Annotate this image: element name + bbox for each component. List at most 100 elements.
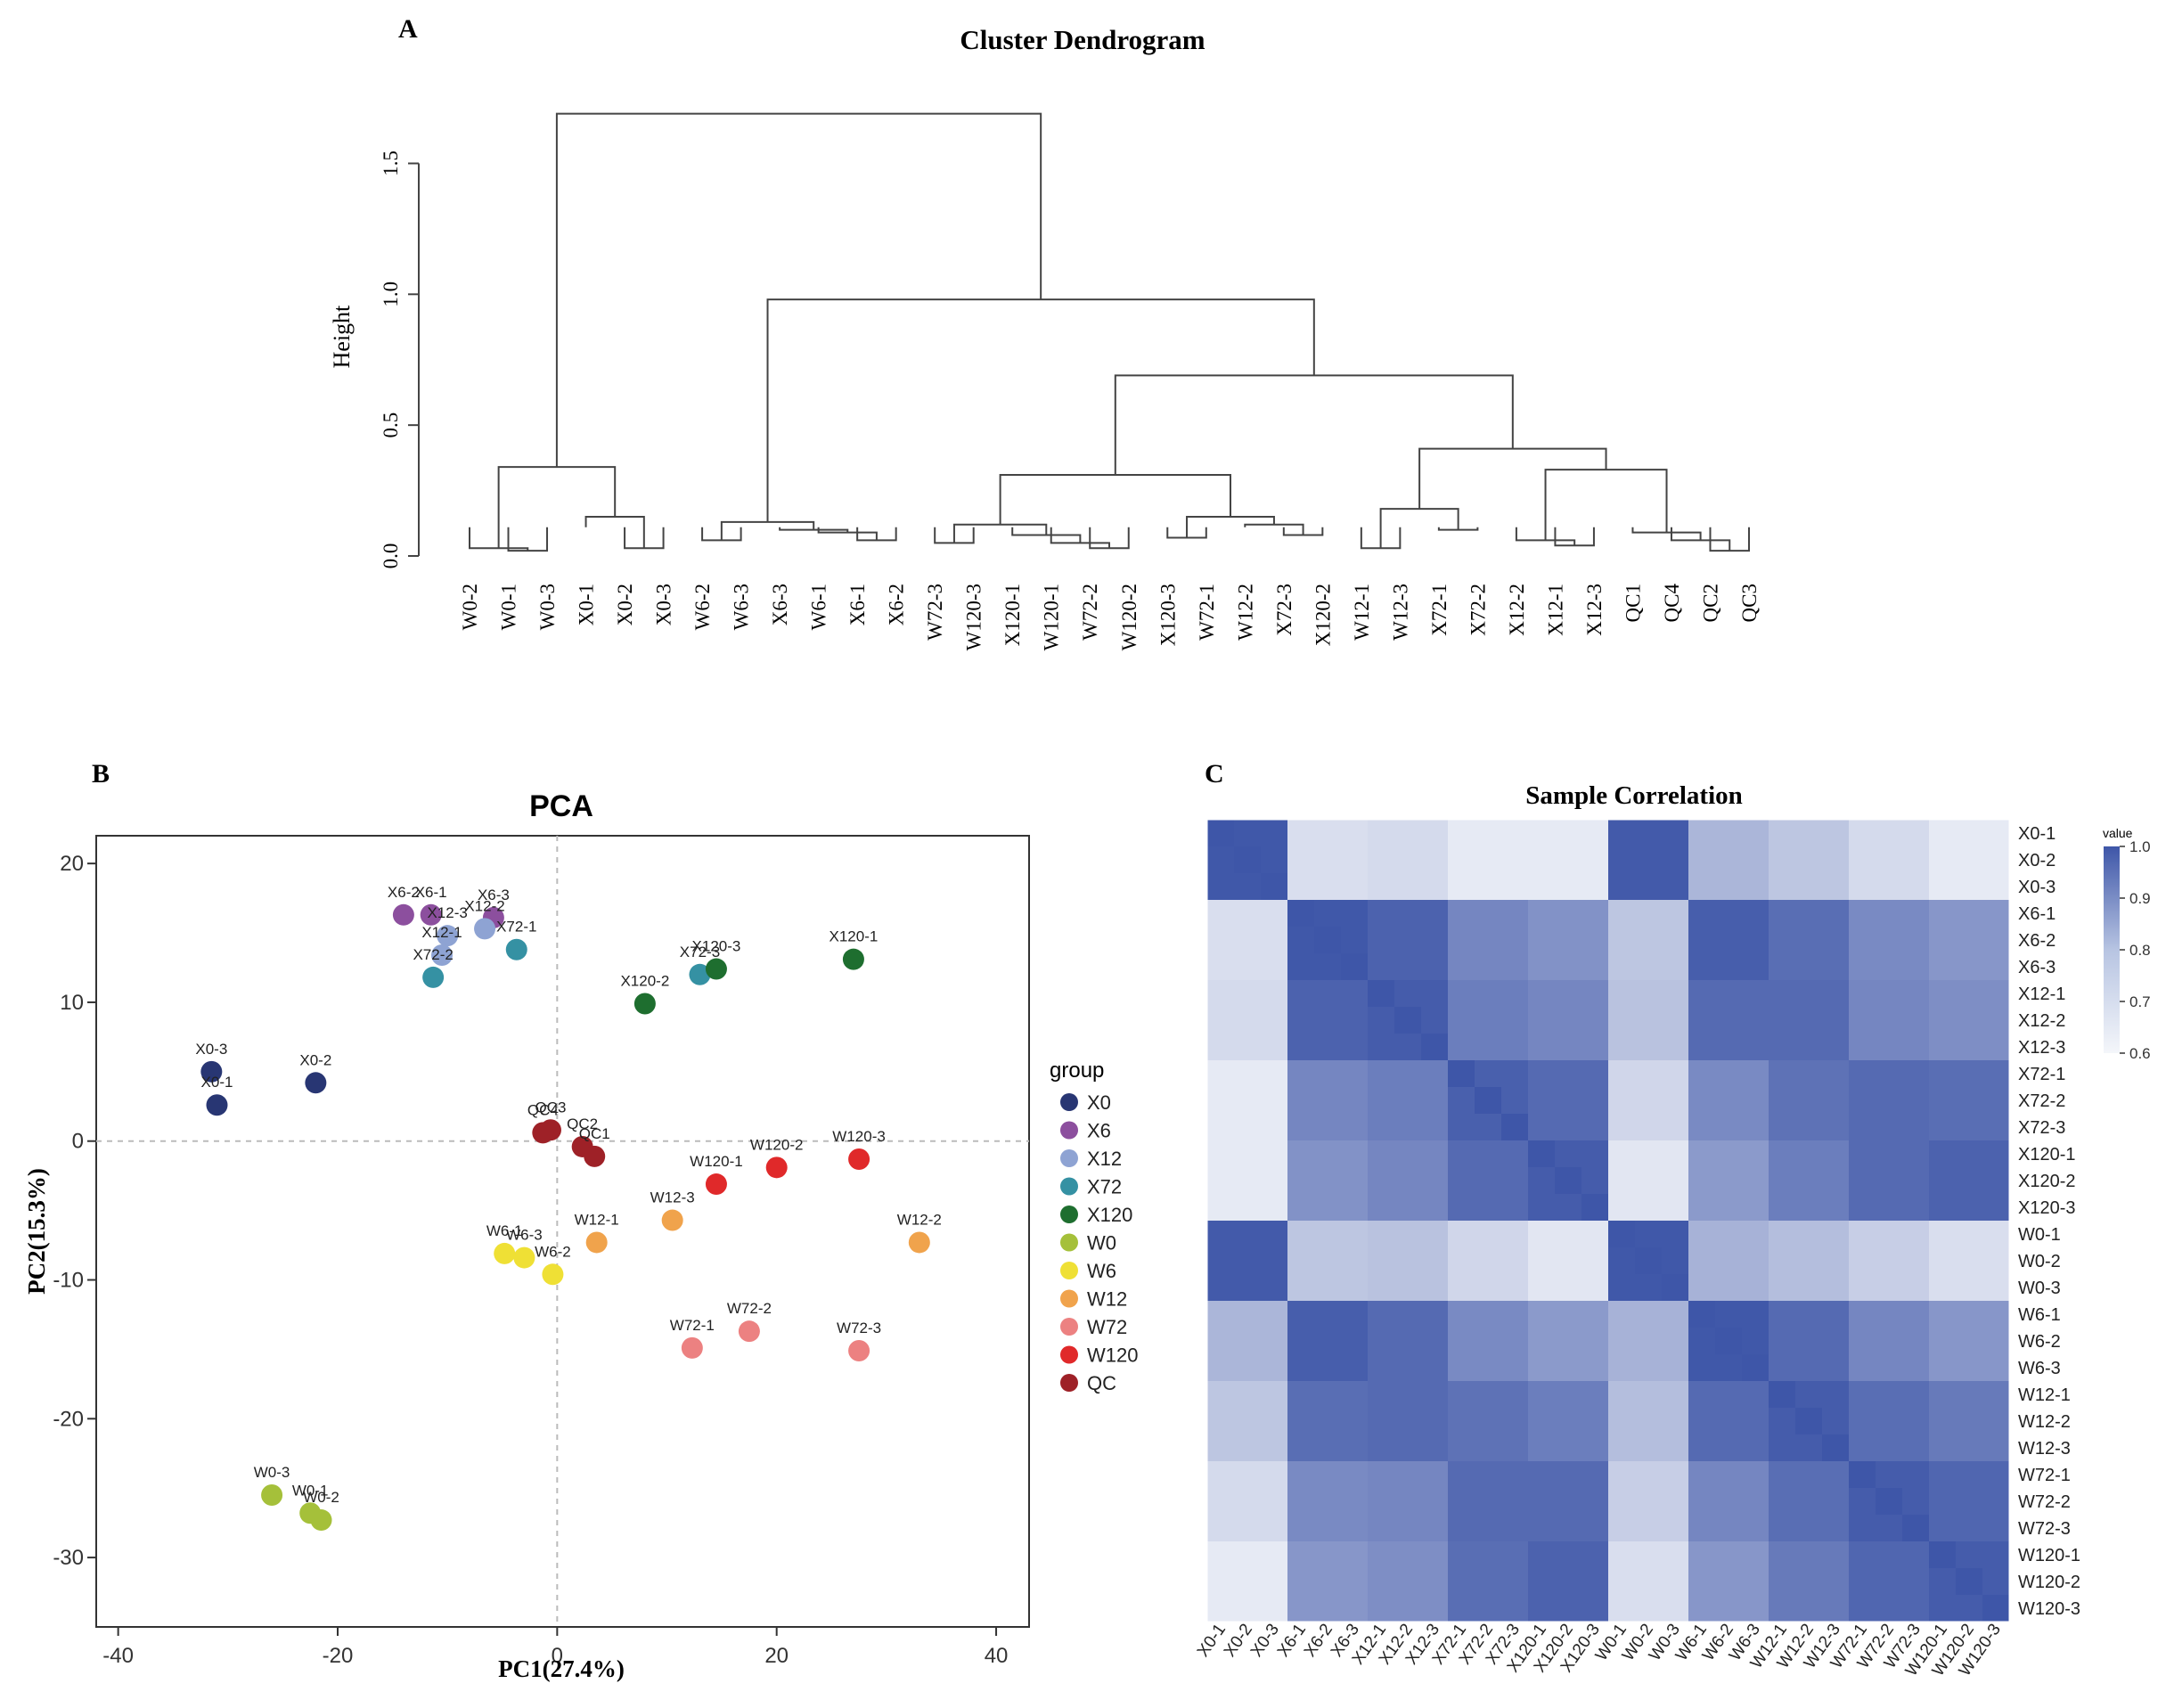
heatmap-cell (1982, 1328, 2010, 1355)
heatmap-cell (1448, 1007, 1475, 1034)
heatmap-row-label: W120-1 (2018, 1546, 2080, 1565)
heatmap-cell (1849, 1354, 1876, 1382)
heatmap-cell (1314, 1488, 1342, 1516)
dendrogram-link (779, 527, 849, 533)
heatmap-cell (1234, 1381, 1262, 1409)
pca-y-tick-label: 0 (72, 1130, 84, 1154)
heatmap-cell (1822, 1541, 1850, 1569)
heatmap-cell (1929, 1461, 1957, 1489)
heatmap-cell (1982, 1194, 2010, 1222)
heatmap-cell (1982, 1488, 2010, 1516)
pca-point (505, 938, 527, 960)
heatmap-cell (1314, 1274, 1342, 1302)
heatmap-cell (1555, 1301, 1582, 1328)
heatmap-cell (1368, 1488, 1395, 1516)
heatmap-cell (1795, 1140, 1823, 1168)
heatmap-cell (1769, 1488, 1796, 1516)
heatmap-cell (1421, 1515, 1449, 1542)
heatmap-cell (1421, 1461, 1449, 1489)
dendrogram-leaf-label: X6-1 (846, 584, 869, 625)
heatmap-cell (1207, 1034, 1235, 1061)
heatmap-cell (1662, 980, 1689, 1008)
heatmap-cell (1795, 953, 1823, 981)
heatmap-cell (1581, 953, 1609, 981)
heatmap-cell (1475, 1114, 1502, 1141)
pca-legend-title: group (1050, 1058, 1104, 1083)
dendrogram-link (1360, 527, 1402, 550)
dendrogram-link (584, 515, 645, 549)
pca-point-label: W0-3 (254, 1464, 290, 1481)
heatmap-cell (1822, 1087, 1850, 1115)
heatmap-cell (1341, 1060, 1369, 1088)
heatmap-cell (1982, 1354, 2010, 1382)
dendrogram-leaf-label: X72-2 (1467, 584, 1489, 636)
heatmap-cell (1368, 873, 1395, 901)
heatmap-cell (1448, 1114, 1475, 1141)
heatmap-cell (1662, 900, 1689, 928)
heatmap-cell (1822, 1007, 1850, 1034)
heatmap-row-label: X6-3 (2018, 958, 2055, 977)
heatmap-cell (1982, 1007, 2010, 1034)
heatmap-cell (1207, 1515, 1235, 1542)
heatmap-cell (1982, 873, 2010, 901)
heatmap-cell (1635, 1568, 1663, 1596)
heatmap-cell (1849, 953, 1876, 981)
heatmap-cell (1555, 1595, 1582, 1622)
heatmap-cell (1394, 1114, 1422, 1141)
dendrogram-leaf-label: X6-2 (886, 584, 908, 625)
heatmap-cell (1688, 1541, 1716, 1569)
heatmap-cell (1929, 1247, 1957, 1275)
heatmap-cell (1795, 1114, 1823, 1141)
heatmap-cell (1421, 1060, 1449, 1088)
pca-x-tick-label: 40 (985, 1644, 1009, 1668)
heatmap-cell (1448, 900, 1475, 928)
dendrogram-link (1282, 527, 1324, 536)
pca-point (585, 1231, 608, 1254)
heatmap-cell (1261, 1515, 1288, 1542)
heatmap-cell (1662, 1541, 1689, 1569)
heatmap-cell (1501, 1488, 1529, 1516)
dendrogram-leaf-label: X72-1 (1428, 584, 1451, 636)
heatmap-cell (1982, 1114, 2010, 1141)
heatmap-cell (1475, 1194, 1502, 1222)
heatmap-cell (1849, 1461, 1876, 1489)
pca-point (532, 1122, 554, 1144)
heatmap-cell (1394, 980, 1422, 1008)
heatmap-cell (1635, 1408, 1663, 1435)
pca-point (705, 1173, 727, 1196)
heatmap-cell (1902, 1461, 1930, 1489)
heatmap-cell (1769, 1167, 1796, 1195)
heatmap-cell (1902, 980, 1930, 1008)
pca-legend-swatch (1060, 1262, 1078, 1279)
heatmap-cell (1287, 980, 1315, 1008)
heatmap-cell (1956, 1221, 1983, 1248)
heatmap-cell (1448, 1034, 1475, 1061)
heatmap-cell (1662, 1461, 1689, 1489)
heatmap-cell (1929, 1328, 1957, 1355)
heatmap-cell (1448, 1194, 1475, 1222)
heatmap-cell (1635, 1221, 1663, 1248)
heatmap-cell (1982, 1247, 2010, 1275)
pca-legend-label: X6 (1087, 1120, 1111, 1142)
pca-point (705, 958, 727, 980)
panel-label-b: B (92, 759, 110, 789)
heatmap-cell (1688, 927, 1716, 954)
heatmap-cell (1635, 1488, 1663, 1516)
heatmap-cell (1475, 1488, 1502, 1516)
heatmap-row-label: X72-3 (2018, 1118, 2065, 1138)
heatmap-cell (1849, 1568, 1876, 1596)
heatmap-cell (1581, 1007, 1609, 1034)
heatmap-cell (1287, 1034, 1315, 1061)
heatmap-cell (1528, 1595, 1556, 1622)
heatmap-cell (1421, 1167, 1449, 1195)
heatmap-cell (1528, 1461, 1556, 1489)
heatmap-cell (1662, 1194, 1689, 1222)
heatmap-cell (1769, 1381, 1796, 1409)
heatmap-cell (1234, 1541, 1262, 1569)
heatmap-cell (1234, 1568, 1262, 1596)
heatmap-cell (1555, 1247, 1582, 1275)
heatmap-cell (1207, 1595, 1235, 1622)
heatmap-cell (1501, 1087, 1529, 1115)
heatmap-cell (1287, 1114, 1315, 1141)
dendrogram-leaf-label: W72-2 (1079, 584, 1101, 641)
